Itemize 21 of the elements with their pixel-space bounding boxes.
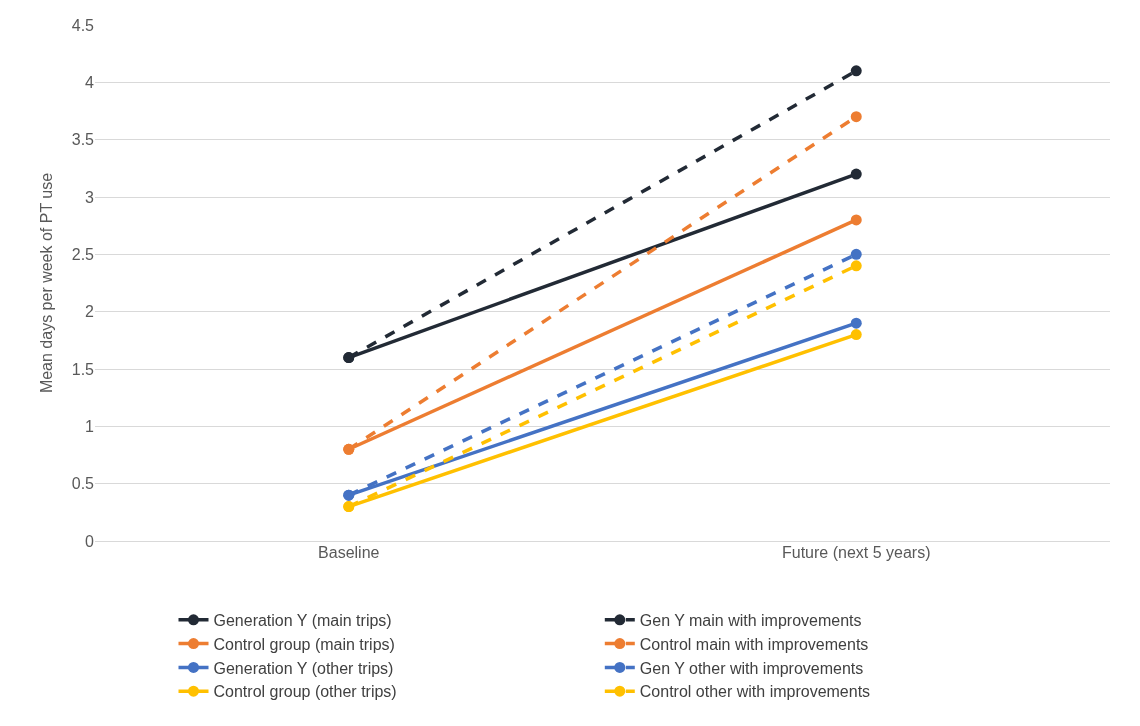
y-tick-label: 3.5 xyxy=(71,131,95,149)
x-tick-label: Baseline xyxy=(318,544,380,561)
legend-label: Control other with improvements xyxy=(639,683,871,701)
y-tick-label: 0 xyxy=(85,532,95,550)
legend-label: Gen Y other with improvements xyxy=(639,659,864,677)
y-tick-label: 1 xyxy=(85,417,95,435)
legend-label: Control group (other trips) xyxy=(213,683,397,701)
legend-label: Control group (main trips) xyxy=(213,635,395,653)
y-axis-title: Mean days per week of PT use xyxy=(37,172,55,394)
legend-label: Gen Y main with improvements xyxy=(639,612,862,630)
y-tick-label: 3 xyxy=(85,188,95,206)
legend-label: Generation Y (other trips) xyxy=(213,659,394,677)
y-tick-label: 4 xyxy=(85,73,95,91)
y-tick-label: 4.5 xyxy=(71,16,95,34)
x-tick-label: Future (next 5 years) xyxy=(782,544,931,561)
y-tick-label: 1.5 xyxy=(71,360,95,378)
y-tick-label: 0.5 xyxy=(71,475,95,493)
legend-label: Control main with improvements xyxy=(639,635,869,653)
y-tick-label: 2.5 xyxy=(71,245,95,263)
legend-label: Generation Y (main trips) xyxy=(213,612,392,630)
y-tick-label: 2 xyxy=(85,303,95,321)
